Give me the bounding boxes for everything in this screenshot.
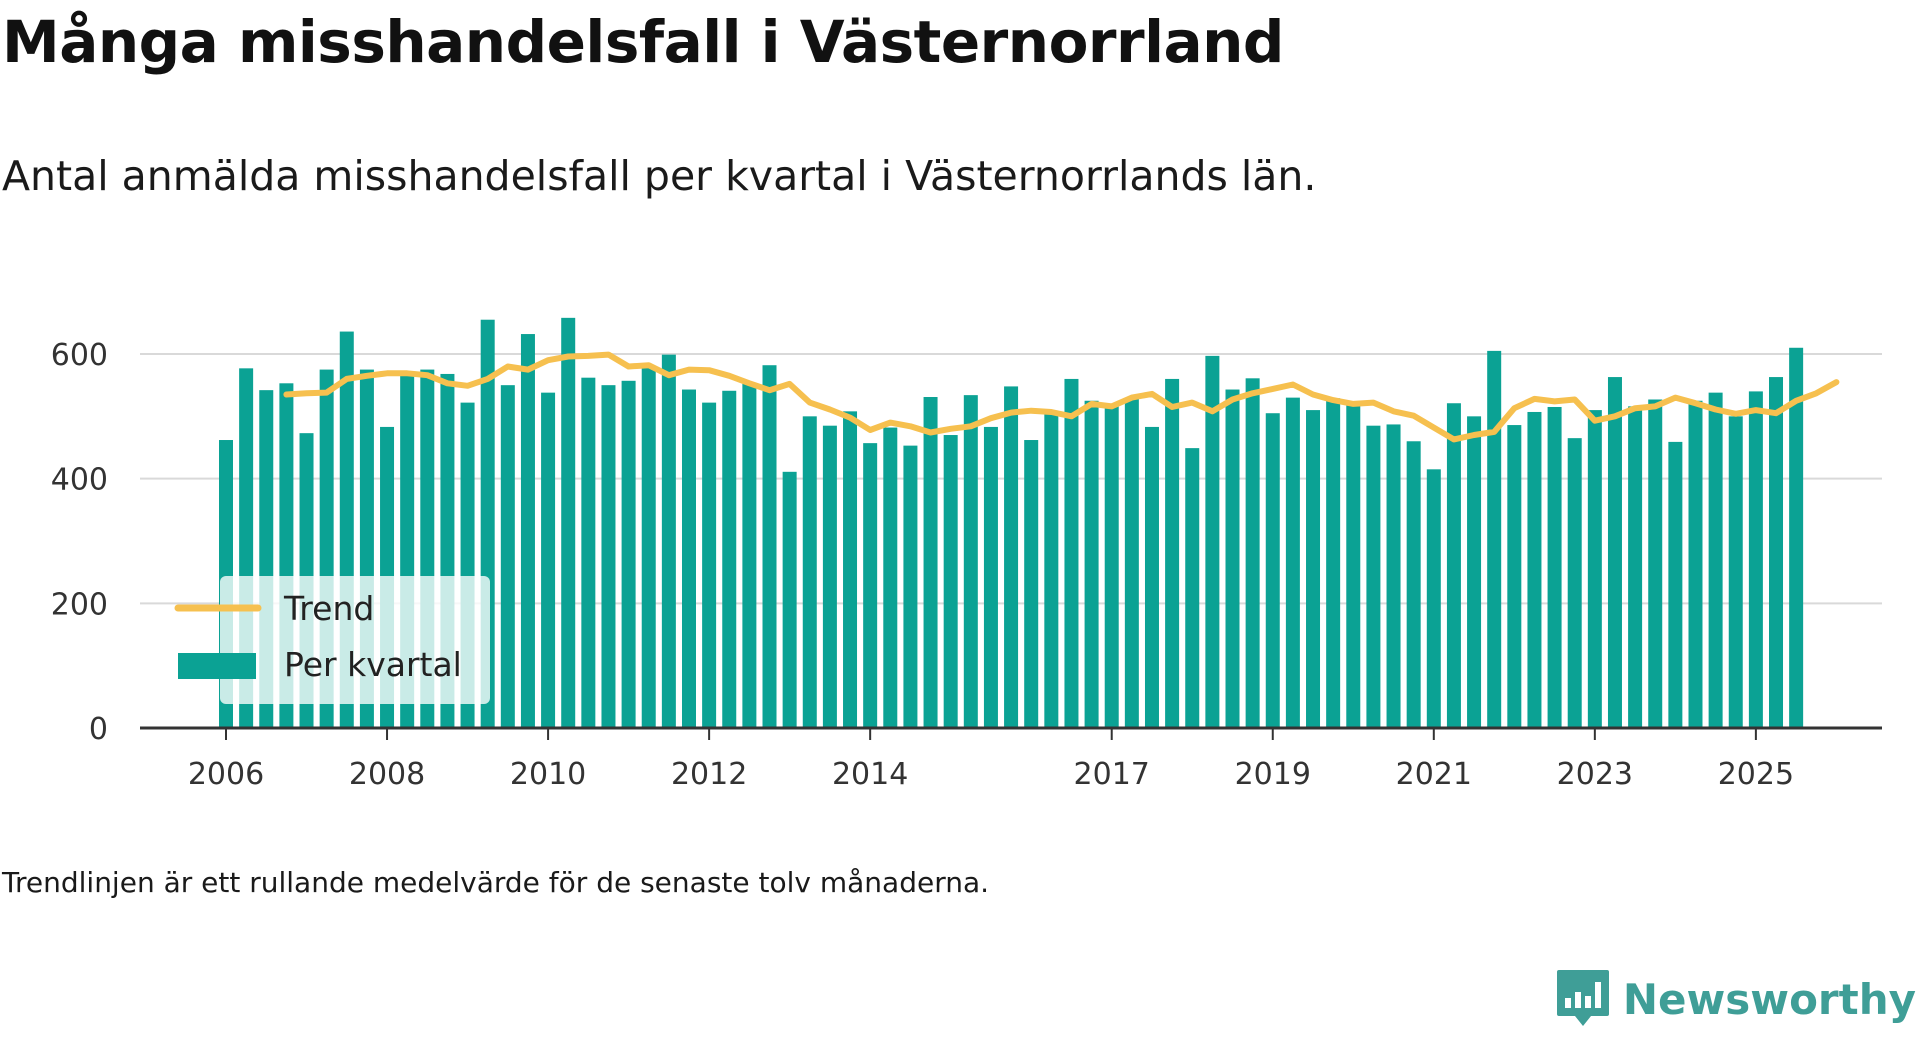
chart-subtitle: Antal anmälda misshandelsfall per kvarta… [2, 152, 1317, 200]
bar-77 [1769, 377, 1784, 728]
legend-box [220, 576, 490, 704]
x-tick-label-2025: 2025 [1718, 757, 1794, 792]
bar-17 [561, 317, 576, 728]
bar-46 [1144, 426, 1159, 728]
bar-51 [1245, 378, 1260, 728]
bar-68 [1587, 410, 1602, 728]
bar-72 [1668, 441, 1683, 728]
bar-69 [1607, 377, 1622, 728]
x-tick-label-2021: 2021 [1396, 757, 1472, 792]
bar-26 [742, 383, 757, 728]
bar-50 [1225, 389, 1240, 728]
bar-36 [943, 435, 958, 728]
bar-41 [1044, 413, 1059, 728]
legend-label-per-kvartal: Per kvartal [284, 645, 462, 684]
bar-59 [1406, 441, 1421, 728]
bar-22 [661, 354, 676, 728]
bar-52 [1265, 413, 1280, 728]
brand[interactable]: Newsworthy [1555, 968, 1916, 1030]
y-tick-label-400: 400 [51, 463, 108, 498]
bar-19 [601, 385, 616, 728]
bar-18 [581, 377, 596, 728]
chart-title: Många misshandelsfall i Västernorrland [2, 8, 1284, 76]
bar-47 [1165, 378, 1180, 728]
bar-14 [500, 385, 515, 728]
brand-name: Newsworthy [1622, 974, 1916, 1024]
bar-28 [782, 471, 797, 728]
bar-30 [822, 425, 837, 728]
bar-38 [983, 426, 998, 728]
y-tick-label-200: 200 [51, 587, 108, 622]
axes: 0 200 400 600 2006 2008 2010 2012 2014 2017 2019 20… [51, 338, 1882, 792]
bar-58 [1386, 424, 1401, 728]
bar-60 [1426, 469, 1441, 728]
x-tick-label-2014: 2014 [832, 757, 908, 792]
newsworthy-logo-icon [1556, 970, 1609, 1026]
legend[interactable]: Trend Per kvartal [174, 576, 490, 704]
bar-62 [1467, 416, 1482, 728]
bar-21 [641, 366, 656, 728]
x-tick-label-2010: 2010 [510, 757, 586, 792]
x-tick-label-2023: 2023 [1557, 757, 1633, 792]
bar-53 [1285, 397, 1300, 728]
legend-label-trend: Trend [283, 589, 374, 628]
bar-66 [1547, 406, 1562, 728]
footnote: Trendlinjen är ett rullande medelvärde f… [2, 866, 990, 899]
bar-16 [541, 392, 556, 728]
x-tick-label-2008: 2008 [349, 757, 425, 792]
bar-chart: 0 200 400 600 2006 2008 2010 2012 2014 2017 2019 20… [51, 317, 1882, 792]
bar-20 [621, 380, 636, 728]
bar-49 [1205, 355, 1220, 728]
bar-76 [1748, 391, 1763, 728]
bar-54 [1306, 410, 1321, 728]
bar-56 [1346, 403, 1361, 728]
x-tick-label-2006: 2006 [188, 757, 264, 792]
bar-57 [1366, 425, 1381, 728]
bar-25 [722, 390, 737, 728]
bar-65 [1527, 411, 1542, 728]
bar-48 [1185, 448, 1200, 728]
bar-42 [1064, 378, 1079, 728]
bar-73 [1688, 400, 1703, 728]
bar-24 [702, 402, 717, 728]
legend-bar-swatch [178, 653, 256, 679]
bar-31 [843, 411, 858, 728]
bar-32 [863, 443, 878, 728]
x-tick-label-2012: 2012 [671, 757, 747, 792]
bar-27 [762, 365, 777, 728]
bar-64 [1507, 425, 1522, 728]
bar-45 [1124, 397, 1139, 728]
bar-43 [1084, 400, 1099, 728]
y-tick-label-600: 600 [51, 338, 108, 373]
bar-40 [1024, 440, 1039, 728]
bar-78 [1789, 347, 1804, 728]
bar-33 [883, 427, 898, 728]
bar-61 [1446, 403, 1461, 728]
bar-39 [1004, 386, 1019, 728]
bar-63 [1487, 350, 1502, 728]
trend-series [283, 351, 1840, 443]
bar-55 [1326, 398, 1341, 728]
bar-70 [1628, 406, 1643, 728]
bar-37 [963, 395, 978, 728]
bar-75 [1728, 416, 1743, 728]
bar-44 [1104, 403, 1119, 728]
x-tick-label-2019: 2019 [1235, 757, 1311, 792]
bar-35 [923, 397, 938, 728]
bar-67 [1567, 438, 1582, 728]
x-tick-label-2017: 2017 [1074, 757, 1150, 792]
y-tick-label-0: 0 [89, 712, 108, 747]
bar-23 [681, 389, 696, 728]
bar-74 [1708, 392, 1723, 728]
bar-29 [802, 416, 817, 728]
trend-line [283, 351, 1840, 443]
bar-71 [1648, 399, 1663, 728]
bar-15 [520, 334, 535, 728]
bar-34 [903, 445, 918, 728]
